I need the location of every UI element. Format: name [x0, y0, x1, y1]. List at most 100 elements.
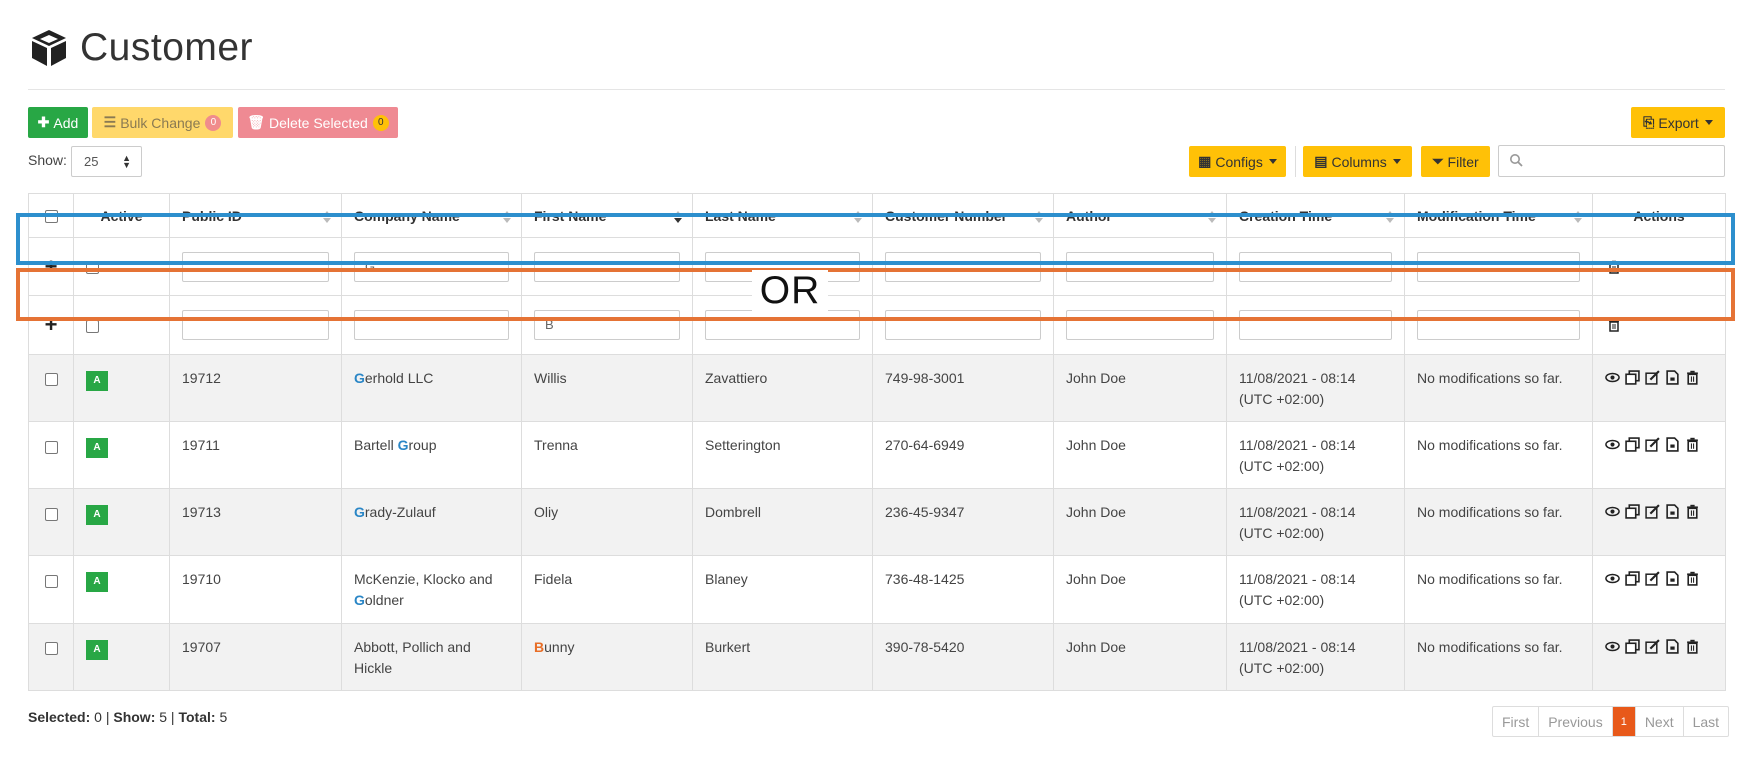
trash-icon[interactable]	[1685, 437, 1700, 458]
row-checkbox[interactable]	[44, 507, 58, 521]
selected-count: 0	[94, 709, 102, 725]
filter-input-last-name[interactable]	[705, 309, 860, 340]
pager-last[interactable]: Last	[1692, 713, 1720, 730]
chevron-down-icon	[1704, 120, 1713, 125]
first-name-cell: Willis	[521, 353, 693, 422]
eye-icon[interactable]	[1605, 370, 1620, 391]
table-row[interactable]: A 19713 Grady-Zulauf Oliy Dombrell 236-45-934…	[28, 488, 1726, 557]
active-badge[interactable]: A	[86, 505, 108, 526]
pager-previous[interactable]: Previous	[1539, 707, 1613, 736]
search-input[interactable]	[1498, 145, 1725, 177]
edit-icon[interactable]	[1645, 639, 1660, 660]
select-all-checkbox[interactable]	[44, 210, 58, 224]
table-row[interactable]: A 19710 McKenzie, Klocko and Goldner Fidela…	[28, 555, 1726, 624]
eye-icon[interactable]	[1605, 639, 1620, 660]
table-row[interactable]: A 19711 Bartell Group Trenna Setterington 270…	[28, 420, 1726, 490]
active-badge[interactable]: A	[86, 639, 108, 660]
filter-cell	[169, 236, 342, 297]
copy-icon[interactable]	[1625, 638, 1640, 660]
plus-icon: ✚	[37, 114, 50, 130]
customer-number-cell: 390-78-5420	[872, 622, 1054, 692]
filter-input-first-name[interactable]: B	[534, 309, 680, 340]
filter-input-creation-time[interactable]	[1239, 309, 1392, 340]
pager-first[interactable]: First	[1493, 707, 1540, 736]
filter-input-public-id[interactable]	[182, 309, 329, 340]
column-header-author[interactable]: Author	[1053, 193, 1227, 238]
trash-icon[interactable]	[1607, 260, 1621, 274]
export-button[interactable]: ⎘ Export	[1631, 107, 1725, 138]
trash-icon[interactable]	[1685, 571, 1700, 592]
edit-icon[interactable]	[1645, 437, 1660, 458]
add-filter-group-button[interactable]: +	[28, 236, 74, 297]
filter-input-author[interactable]	[1066, 251, 1214, 282]
filter-cell	[341, 295, 522, 355]
copy-icon[interactable]	[1625, 369, 1640, 391]
column-header-customer-number[interactable]: Customer Number	[872, 193, 1054, 238]
row-checkbox[interactable]	[44, 642, 58, 656]
file-pdf-icon[interactable]	[1665, 437, 1680, 458]
trash-icon[interactable]	[1685, 370, 1700, 391]
column-header-last-name[interactable]: Last Name	[692, 193, 873, 238]
table-row[interactable]: A 19707 Abbott, Pollich and Hickle Bunny Bur…	[28, 622, 1726, 692]
eye-icon[interactable]	[1605, 437, 1620, 458]
trash-icon[interactable]	[1685, 504, 1700, 525]
pager-page-1[interactable]: 1	[1612, 707, 1636, 736]
copy-icon[interactable]	[1625, 571, 1640, 592]
file-pdf-icon[interactable]	[1665, 571, 1680, 592]
filter-input-modification-time[interactable]	[1417, 309, 1580, 340]
filter-active-checkbox[interactable]	[86, 319, 99, 333]
bulk-change-button[interactable]: ☰ Bulk Change 0	[92, 107, 233, 138]
customer-number-cell: 270-64-6949	[872, 420, 1054, 490]
column-header-modification-time[interactable]: Modification Time	[1404, 193, 1593, 238]
filter-input-customer-number[interactable]	[885, 251, 1041, 282]
filter-input-creation-time[interactable]	[1239, 251, 1392, 282]
filter-input-company-name[interactable]	[354, 309, 509, 340]
edit-icon[interactable]	[1645, 369, 1660, 391]
filter-input-author[interactable]	[1066, 309, 1214, 340]
active-badge[interactable]: A	[86, 572, 108, 593]
pager-next[interactable]: Next	[1636, 707, 1684, 736]
filter-active-cell	[73, 236, 170, 297]
file-pdf-icon[interactable]	[1665, 638, 1680, 660]
add-filter-group-button[interactable]: +	[28, 295, 74, 355]
eye-icon[interactable]	[1605, 571, 1620, 592]
first-name-text: Trenna	[534, 436, 578, 453]
columns-button[interactable]: ▤ Columns	[1303, 146, 1412, 177]
add-button[interactable]: ✚ Add	[28, 107, 88, 138]
column-header-first-name[interactable]: First Name	[521, 193, 693, 238]
table-row[interactable]: A 19712 Gerhold LLC Willis Zavattiero 749-98-…	[28, 353, 1726, 422]
row-checkbox[interactable]	[44, 575, 58, 589]
column-header-creation-time[interactable]: Creation Time	[1226, 193, 1405, 238]
page-size-select[interactable]: 25 ▲ ▼	[71, 146, 142, 177]
delete-selected-button[interactable]: 🗑 Delete Selected 0	[238, 107, 398, 138]
column-header-company-name[interactable]: Company Name	[341, 193, 522, 238]
creation-time-cell: 11/08/2021 - 08:14 (UTC +02:00)	[1226, 622, 1405, 692]
modification-time-cell: No modifications so far.	[1404, 420, 1593, 490]
active-badge[interactable]: A	[86, 370, 108, 391]
filter-input-company-name[interactable]: G	[354, 251, 509, 282]
filter-button[interactable]: ⏷ Filter	[1421, 146, 1490, 177]
column-header-active[interactable]: Active	[73, 193, 170, 238]
eye-icon[interactable]	[1605, 504, 1620, 525]
edit-icon[interactable]	[1645, 504, 1660, 525]
trash-icon[interactable]	[1607, 318, 1621, 333]
edit-icon[interactable]	[1645, 571, 1660, 592]
filter-input-first-name[interactable]	[534, 251, 680, 282]
trash-icon[interactable]	[1685, 639, 1700, 660]
file-pdf-icon[interactable]	[1665, 369, 1680, 391]
row-checkbox[interactable]	[44, 440, 58, 454]
match-highlight: G	[354, 504, 365, 521]
filter-input-modification-time[interactable]	[1417, 251, 1580, 282]
file-pdf-icon[interactable]	[1665, 504, 1680, 525]
copy-icon[interactable]	[1625, 504, 1640, 525]
select-all-cell[interactable]	[28, 193, 74, 238]
filter-active-checkbox[interactable]	[86, 261, 99, 275]
column-header-public-id[interactable]: Public ID	[169, 193, 342, 238]
configs-button[interactable]: ▦ Configs	[1189, 146, 1286, 177]
filter-input-customer-number[interactable]	[885, 309, 1041, 340]
row-checkbox[interactable]	[44, 373, 58, 387]
copy-icon[interactable]	[1625, 437, 1640, 458]
actions-cell	[1592, 420, 1726, 490]
filter-input-public-id[interactable]	[182, 251, 329, 282]
active-badge[interactable]: A	[86, 437, 108, 458]
